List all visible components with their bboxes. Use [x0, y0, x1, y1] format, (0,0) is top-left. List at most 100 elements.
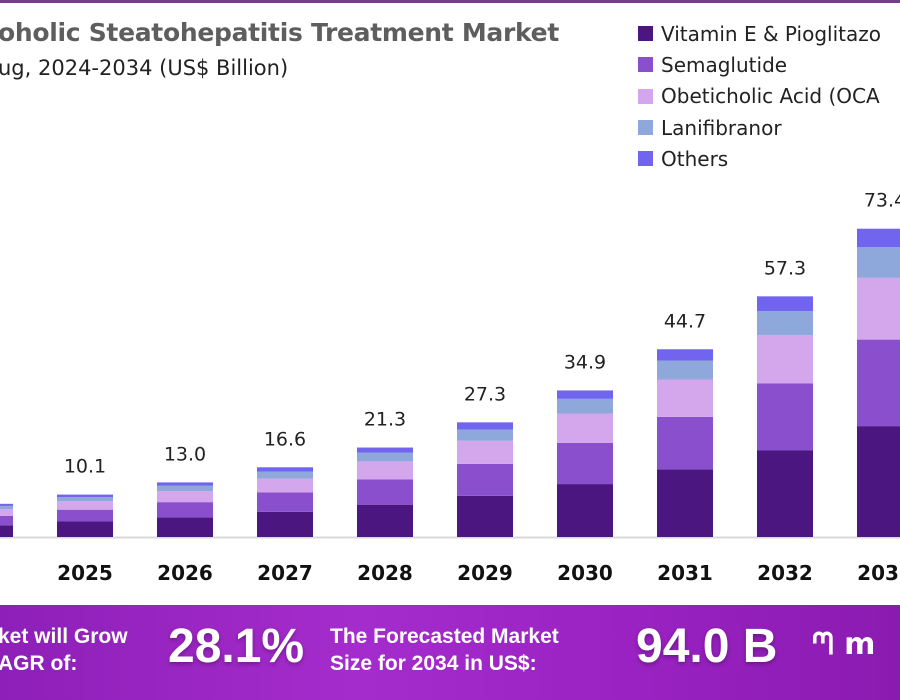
x-tick-label: 2025	[57, 561, 113, 585]
total-label: 34.9	[564, 351, 606, 373]
x-tick-label: 2029	[457, 561, 513, 585]
x-tick-label: 2028	[357, 561, 413, 585]
cagr-value: 28.1%	[168, 620, 305, 673]
bar-segment	[657, 349, 713, 361]
bar-segment	[857, 247, 900, 278]
forecast-value: 94.0 B	[636, 620, 778, 673]
bar-segment	[57, 497, 113, 502]
legend-item: Lanifibranor	[638, 112, 881, 143]
bar-segment	[757, 334, 813, 384]
logo-icon: ᘉ	[812, 627, 834, 662]
legend-swatch	[638, 88, 653, 104]
bar-segment	[0, 509, 13, 516]
x-tick-label: 2032	[757, 561, 813, 585]
chart-title: oholic Steatohepatitis Treatment Market	[0, 18, 559, 47]
legend-label: Others	[661, 146, 729, 171]
cagr-text: ket will Grow AGR of:	[0, 623, 128, 677]
legend-label: Lanifibranor	[661, 115, 782, 140]
bar-segment	[0, 525, 13, 537]
bar-segment	[357, 447, 413, 453]
bar-segment	[657, 416, 713, 470]
bar-segment	[657, 379, 713, 417]
bar-segment	[357, 504, 413, 537]
bar-segment	[357, 479, 413, 505]
legend-swatch	[638, 26, 653, 42]
bar-segment	[57, 501, 113, 510]
bar-segment	[657, 360, 713, 380]
stacked-bar-chart: 410.1202513.0202616.6202721.3202827.3202…	[0, 190, 900, 585]
bar-segment	[557, 484, 613, 537]
x-tick-label: 2030	[557, 561, 613, 585]
bar-segment	[457, 495, 513, 537]
legend-item: Obeticholic Acid (OCA	[638, 81, 881, 112]
bar-segment	[57, 494, 113, 498]
total-label: 57.3	[764, 257, 806, 279]
logo-text: m	[844, 627, 876, 662]
bar-segment	[757, 296, 813, 312]
bar-segment	[257, 492, 313, 512]
cagr-text-line2: AGR of:	[0, 652, 78, 675]
bar-segment	[0, 505, 13, 510]
legend-swatch	[638, 120, 653, 136]
bar-segment	[357, 461, 413, 480]
total-label: 16.6	[264, 428, 306, 450]
total-label: 27.3	[464, 383, 506, 405]
brand-logo: ᘉ m	[812, 627, 875, 662]
bar-segment	[157, 491, 213, 503]
bar-segment	[157, 517, 213, 537]
legend-swatch	[638, 151, 653, 167]
legend-item: Others	[638, 143, 881, 174]
total-label: 10.1	[64, 456, 106, 478]
legend-item: Vitamin E & Pioglitazo	[638, 18, 881, 49]
x-tick-label: 2027	[257, 561, 313, 585]
bar-segment	[857, 426, 900, 537]
chart-subtitle: ug, 2024-2034 (US$ Billion)	[0, 56, 289, 80]
bar-segment	[757, 383, 813, 451]
bar-segment	[457, 422, 513, 430]
bar-segment	[257, 471, 313, 479]
bar-segment	[757, 450, 813, 537]
x-tick-label: 2033	[857, 561, 900, 585]
forecast-text: The Forecasted Market Size for 2034 in U…	[330, 623, 559, 677]
bar-segment	[157, 482, 213, 486]
bar-segment	[0, 503, 13, 506]
forecast-text-line1: The Forecasted Market	[330, 625, 559, 648]
top-border	[0, 0, 900, 3]
x-tick-label: 2026	[157, 561, 213, 585]
legend-label: Vitamin E & Pioglitazo	[661, 21, 881, 46]
cagr-text-line1: ket will Grow	[0, 625, 128, 648]
total-label: 44.7	[664, 310, 706, 332]
bar-segment	[157, 485, 213, 492]
legend-label: Semaglutide	[661, 52, 788, 77]
bar-segment	[857, 339, 900, 427]
legend: Vitamin E & Pioglitazo Semaglutide Obetich…	[638, 18, 881, 174]
bar-segment	[257, 467, 313, 472]
bar-segment	[757, 311, 813, 335]
bar-segment	[57, 509, 113, 522]
total-label: 21.3	[364, 409, 406, 431]
bar-segment	[457, 429, 513, 441]
total-label: 13.0	[164, 443, 206, 465]
bar-segment	[0, 516, 13, 526]
bar-segment	[557, 413, 613, 443]
total-label: 73.4	[864, 190, 900, 212]
bar-segment	[457, 463, 513, 496]
legend-label: Obeticholic Acid (OCA	[661, 84, 880, 109]
bar-segment	[157, 502, 213, 518]
x-tick-label: 2031	[657, 561, 713, 585]
bar-segment	[857, 277, 900, 340]
footer-banner: ket will Grow AGR of: 28.1% The Forecast…	[0, 605, 900, 700]
bar-segment	[57, 521, 113, 537]
bar-segment	[457, 440, 513, 464]
legend-swatch	[638, 57, 653, 73]
forecast-text-line2: Size for 2034 in US$:	[330, 652, 537, 675]
bar-segment	[557, 398, 613, 414]
legend-item: Semaglutide	[638, 49, 881, 80]
bar-segment	[657, 469, 713, 537]
bar-segment	[257, 511, 313, 537]
bar-segment	[557, 390, 613, 399]
bar-segment	[557, 442, 613, 485]
bar-segment	[257, 478, 313, 493]
bar-segment	[357, 452, 413, 462]
bar-segment	[857, 228, 900, 248]
